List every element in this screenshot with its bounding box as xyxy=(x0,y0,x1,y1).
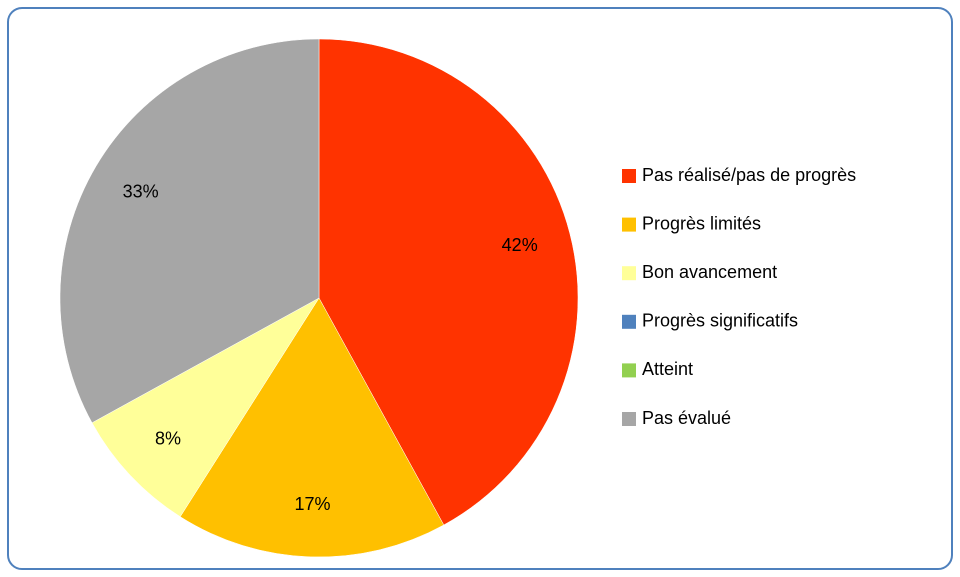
data-label: 8% xyxy=(155,429,181,449)
pie-slice xyxy=(318,38,579,526)
legend-label: Pas réalisé/pas de progrès xyxy=(642,165,856,185)
pie-slice xyxy=(59,38,320,424)
legend-label: Atteint xyxy=(642,359,693,379)
legend-swatch xyxy=(622,217,636,232)
legend-label: Bon avancement xyxy=(642,262,777,282)
legend-swatch xyxy=(622,363,636,378)
legend-swatch xyxy=(622,314,636,329)
legend-label: Pas évalué xyxy=(642,408,731,428)
legend-swatch xyxy=(622,169,636,183)
pie-slice xyxy=(91,297,320,518)
legend-swatch xyxy=(622,266,636,281)
data-label: 33% xyxy=(123,181,159,201)
legend-label: Progrès significatifs xyxy=(642,311,798,331)
data-label: 42% xyxy=(502,235,538,255)
legend-label: Progrès limités xyxy=(642,213,761,233)
pie-slice xyxy=(179,297,445,558)
legend-swatch xyxy=(622,412,636,426)
data-label: 17% xyxy=(294,494,330,514)
